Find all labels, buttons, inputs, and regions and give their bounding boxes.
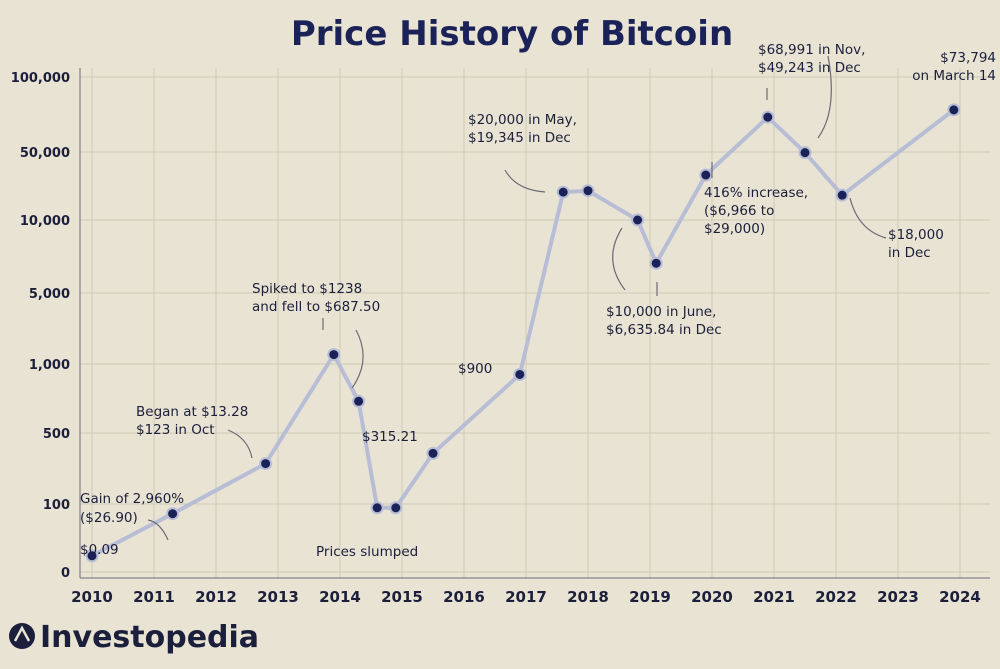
series-line [91,108,956,558]
data-point [631,213,645,227]
investopedia-logo: Investopedia [9,620,259,655]
annotation-315: $315.21 [362,429,418,445]
data-point [699,168,713,182]
x-tick-label: 2016 [443,588,485,606]
annotation-0-09: $0.09 [80,542,119,558]
arrow-began [227,429,253,459]
x-tick-label: 2020 [691,588,733,606]
y-tick-label: 100 [43,498,70,513]
annotation-73794-line1: $73,794 [940,50,996,66]
y-axis-ticks: 0 100 500 1,000 5,000 10,000 50,000 100,000 [11,71,70,581]
data-point [352,394,366,408]
data-point [389,501,403,515]
y-tick-label: 500 [43,427,70,442]
x-tick-label: 2012 [195,588,237,606]
arrow-20000 [504,169,546,193]
annotation-416-line1: 416% increase, [704,185,808,201]
data-point [85,549,99,563]
y-tick-label: 1,000 [29,358,70,373]
arrow-gain [147,519,169,541]
annotation-10000-line2: $6,635.84 in Dec [606,322,722,338]
y-tick-label: 10,000 [20,214,70,229]
grid [80,68,990,578]
annotation-900: $900 [458,361,492,377]
x-axis-ticks: 2010 2011 2012 2013 2014 2015 2016 2017 2018 2019… [71,588,981,606]
data-point [327,348,341,362]
x-tick-label: 2024 [939,588,981,606]
x-tick-label: 2010 [71,588,113,606]
data-point [761,110,775,124]
x-tick-label: 2021 [753,588,795,606]
logo-mark-glyph [13,625,31,642]
data-point [649,256,663,270]
x-tick-label: 2018 [567,588,609,606]
y-tick-label: 5,000 [29,287,70,302]
annotation-20000-line2: $19,345 in Dec [468,130,571,146]
x-tick-label: 2011 [133,588,175,606]
data-point [513,367,527,381]
x-tick-label: 2023 [877,588,919,606]
annotation-416-line2: ($6,966 to [704,203,774,219]
arrow-fell [351,329,364,389]
annotation-18000-line1: $18,000 [888,227,944,243]
data-point [556,185,570,199]
annotation-spike-line2: and fell to $687.50 [252,299,380,315]
annotation-73794-line2: on March 14 [912,68,996,84]
annotation-spike-line1: Spiked to $1238 [252,281,362,297]
data-point [947,103,961,117]
annotation-416-line3: $29,000) [704,221,765,237]
chart-title: Price History of Bitcoin [291,14,733,54]
annotation-gain-line1: Gain of 2,960% [80,491,184,507]
x-tick-label: 2014 [319,588,361,606]
annotation-20000-line1: $20,000 in May, [468,112,577,128]
data-point [259,457,273,471]
annotation-10000-line1: $10,000 in June, [606,304,716,320]
logo-mark-icon [9,623,35,649]
data-point [798,146,812,160]
data-point [370,501,384,515]
arrow-49243 [817,55,832,139]
data-points [85,103,961,563]
data-point [426,446,440,460]
arrow-18000 [849,197,887,239]
arrow-10000 [612,227,626,291]
annotation-began-line1: Began at $13.28 [136,404,248,420]
logo-text: Investopedia [40,620,259,655]
x-tick-label: 2019 [629,588,671,606]
data-point [166,507,180,521]
x-tick-label: 2022 [815,588,857,606]
annotation-arrows [147,55,887,541]
x-tick-label: 2013 [257,588,299,606]
y-tick-label: 100,000 [11,71,70,86]
annotation-began-line2: $123 in Oct [136,422,215,438]
y-tick-label: 0 [61,566,70,581]
data-point [581,184,595,198]
annotation-slumped: Prices slumped [316,544,418,560]
annotation-gain-line2: ($26.90) [80,510,138,526]
x-tick-label: 2017 [505,588,547,606]
annotations: $0.09 Gain of 2,960% ($26.90) Began at $… [80,42,996,560]
annotation-18000-line2: in Dec [888,245,931,261]
x-tick-label: 2015 [381,588,423,606]
data-point [835,188,849,202]
y-tick-label: 50,000 [20,146,70,161]
annotation-68991-line2: $49,243 in Dec [758,60,861,76]
annotation-68991-line1: $68,991 in Nov, [758,42,865,58]
